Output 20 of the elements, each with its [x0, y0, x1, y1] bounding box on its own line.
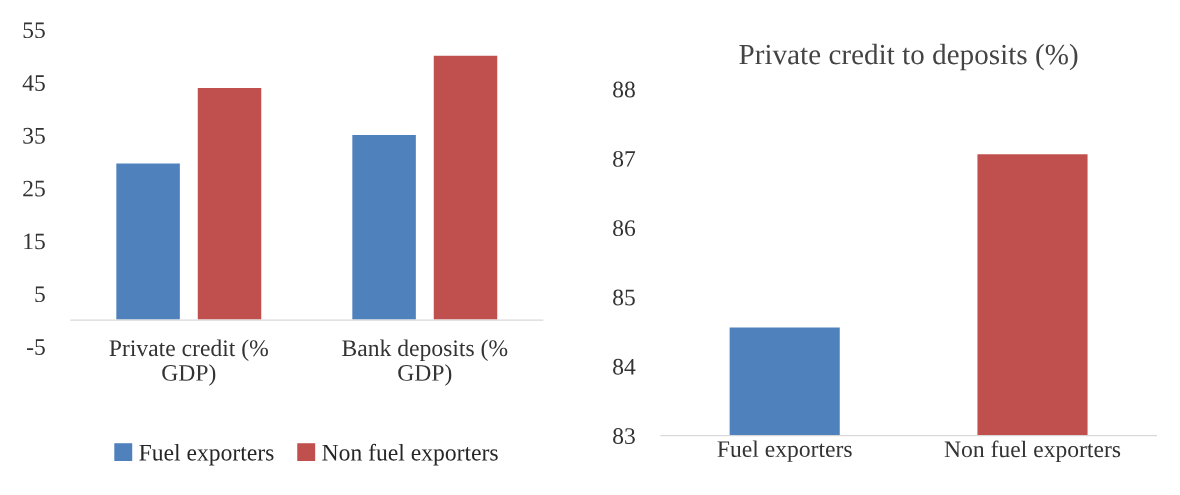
y-tick-label: 88 [613, 81, 635, 98]
y-tick-label: 87 [613, 150, 636, 167]
x-tick-label: Private credit (% GDP) [109, 339, 268, 386]
chart-title: Private credit to deposits (%) [739, 43, 1078, 71]
y-tick-label: -5 [27, 339, 45, 355]
bar [350, 133, 418, 321]
y-tick-label: 85 [613, 289, 635, 306]
bar [196, 86, 263, 321]
y-tick-label: 25 [23, 180, 45, 197]
x-tick-label: Bank deposits (% GDP) [342, 339, 508, 386]
y-tick-label: 83 [613, 428, 635, 445]
y-tick-label: 35 [23, 127, 45, 144]
y-tick-label: 86 [613, 220, 636, 237]
y-tick-label: 45 [22, 75, 45, 91]
bar [114, 162, 182, 321]
y-tick-label: 15 [24, 233, 45, 250]
y-tick-label: 84 [613, 358, 636, 375]
y-tick-label: 55 [23, 22, 45, 39]
bar [432, 54, 499, 321]
y-tick-label: 5 [35, 286, 45, 303]
